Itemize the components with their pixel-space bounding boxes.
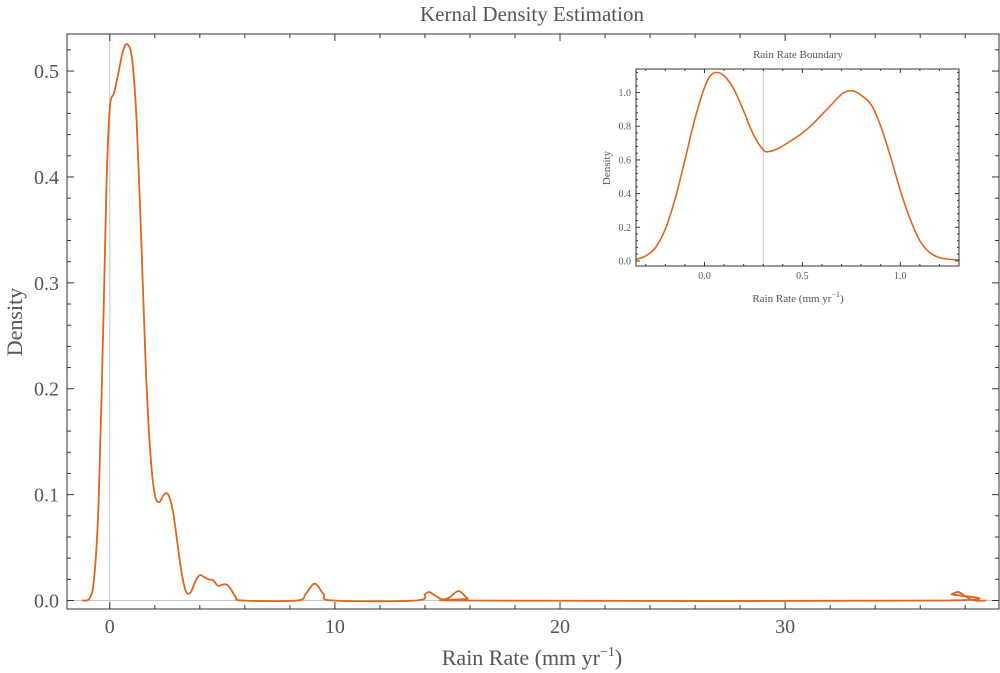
main-x-axis-label-tail: ) <box>615 645 622 670</box>
inset-plot-frame <box>635 68 960 267</box>
main-x-axis-label-base: Rain Rate (mm yr <box>442 645 601 670</box>
inset-x-axis-label-base: Rain Rate (mm yr <box>752 293 831 305</box>
inset-x-axis-label: Rain Rate (mm yr−1) <box>752 290 844 305</box>
inset-y-tick-label: 0.8 <box>619 122 632 133</box>
main-y-tick-label: 0.0 <box>34 591 59 613</box>
inset-y-tick-label: 0.2 <box>619 223 632 234</box>
main-y-tick-label: 0.3 <box>34 273 59 295</box>
main-x-axis-label: Rain Rate (mm yr−1) <box>442 645 622 670</box>
main-x-tick-label: 10 <box>325 616 345 638</box>
main-chart-title: Kernal Density Estimation <box>420 2 644 26</box>
inset-x-axis-label-sup: −1 <box>831 290 840 299</box>
main-y-axis-label: Density <box>2 288 27 356</box>
inset-x-tick-label: 0.5 <box>796 271 809 282</box>
main-x-tick-label: 0 <box>105 616 115 638</box>
inset-chart-title: Rain Rate Boundary <box>753 49 843 61</box>
main-x-tick-label: 30 <box>775 616 795 638</box>
inset-y-tick-label: 0.4 <box>619 189 632 200</box>
main-y-tick-label: 0.5 <box>34 61 59 83</box>
main-x-axis-label-sup: −1 <box>600 645 615 660</box>
main-plot-frame <box>66 33 1000 610</box>
main-y-tick-label: 0.4 <box>34 167 59 189</box>
main-density-series <box>81 43 987 603</box>
main-y-tick-label: 0.1 <box>34 485 59 507</box>
main-axis-ticks: 0 10 20 30 0.0 0.1 0.2 0.3 0.4 0.5 <box>34 34 999 638</box>
inset-y-axis-label: Density <box>601 150 613 185</box>
inset-y-tick-label: 0.6 <box>619 155 632 166</box>
main-y-tick-label: 0.2 <box>34 379 59 401</box>
inset-x-tick-label: 1.0 <box>894 271 907 282</box>
inset-density-line <box>635 71 960 261</box>
inset-chart: Rain Rate Boundary 0.0 0.5 1.0 0.0 0.2 0.4 0.6… <box>590 44 985 312</box>
inset-density-series <box>635 71 960 261</box>
inset-background <box>590 44 985 312</box>
main-density-line <box>81 43 987 603</box>
main-x-tick-label: 20 <box>550 616 570 638</box>
inset-x-axis-label-tail: ) <box>840 293 844 305</box>
inset-x-tick-label: 0.0 <box>698 271 711 282</box>
inset-axis-ticks: 0.0 0.5 1.0 0.0 0.2 0.4 0.6 0.8 1.0 <box>619 69 960 282</box>
inset-y-tick-label: 0.0 <box>619 256 632 267</box>
inset-y-tick-label: 1.0 <box>619 88 632 99</box>
